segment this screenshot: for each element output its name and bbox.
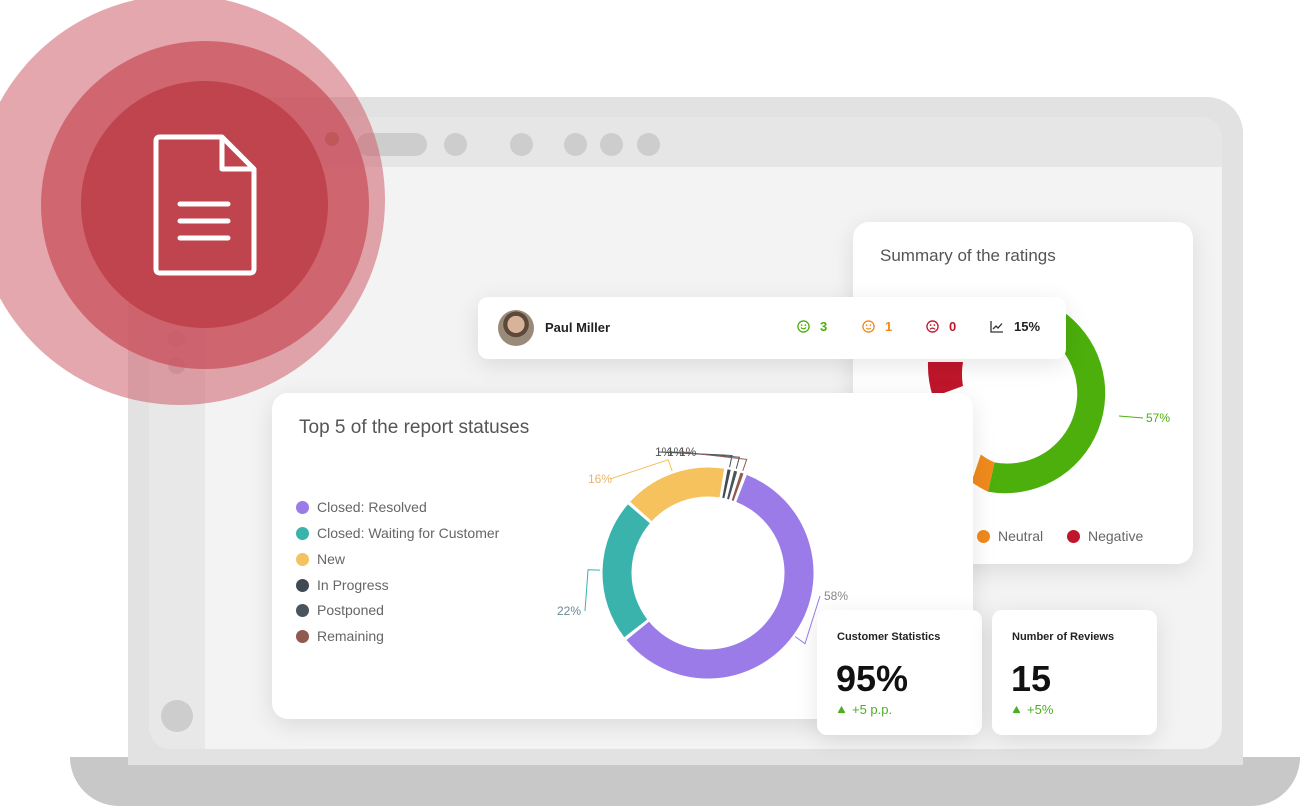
positive-metric: 3 bbox=[797, 319, 827, 334]
ratings-title: Summary of the ratings bbox=[880, 246, 1056, 265]
stat-delta: +5 p.p. bbox=[837, 702, 892, 717]
positive-count: 3 bbox=[820, 319, 828, 334]
statuses-title: Top 5 of the report statuses bbox=[299, 417, 530, 438]
up-arrow-icon bbox=[837, 705, 846, 714]
donut-label-1: 22% bbox=[557, 604, 581, 618]
up-arrow-icon bbox=[1012, 705, 1021, 714]
legend-label: In Progress bbox=[317, 577, 389, 593]
trend-chart-icon bbox=[990, 321, 1003, 333]
donut-label-0: 58% bbox=[824, 589, 848, 603]
donut-slice-5[interactable] bbox=[730, 471, 745, 503]
legend-dot bbox=[296, 526, 309, 540]
stat-delta-text: +5 p.p. bbox=[852, 702, 893, 717]
legend-item-closed-resolved[interactable]: Closed: Resolved bbox=[296, 497, 427, 517]
donut-label-5: 1% bbox=[679, 445, 697, 459]
window-dot-icon[interactable] bbox=[564, 133, 587, 156]
legend-dot bbox=[296, 578, 309, 592]
window-dot-icon[interactable] bbox=[444, 133, 467, 156]
neutral-count: 1 bbox=[885, 319, 893, 334]
donut-leader-2 bbox=[609, 459, 673, 480]
window-dot-icon[interactable] bbox=[637, 133, 660, 156]
number-of-reviews-card: Number of Reviews 15 +5% bbox=[992, 610, 1157, 735]
donut-label-3: 1% bbox=[655, 445, 673, 459]
user-rating-row[interactable]: Paul Miller 3 1 0 15% bbox=[478, 297, 1066, 359]
legend-dot bbox=[296, 500, 309, 514]
smile-icon bbox=[797, 320, 810, 333]
legend-item-negative[interactable]: Negative bbox=[1067, 526, 1143, 546]
document-icon bbox=[153, 134, 257, 276]
donut-slice-1[interactable] bbox=[601, 502, 652, 639]
legend-label: Neutral bbox=[998, 528, 1044, 544]
negative-slice bbox=[927, 362, 963, 397]
neutral-metric: 1 bbox=[862, 319, 892, 334]
legend-item-closed-waiting[interactable]: Closed: Waiting for Customer bbox=[296, 523, 499, 543]
legend-label: Closed: Resolved bbox=[317, 499, 427, 515]
stat-label: Customer Statistics bbox=[837, 631, 941, 643]
positive-slice bbox=[988, 309, 1106, 494]
donut-slice-0[interactable] bbox=[625, 473, 815, 680]
legend-item-remaining[interactable]: Remaining bbox=[296, 626, 384, 646]
avatar bbox=[498, 310, 534, 346]
customer-statistics-card: Customer Statistics 95% +5 p.p. bbox=[817, 610, 982, 735]
legend-dot-neutral bbox=[977, 529, 990, 543]
donut-leader-5 bbox=[682, 451, 748, 471]
legend-label: Remaining bbox=[317, 628, 384, 644]
donut-leader-0 bbox=[794, 595, 821, 645]
donut-label-2: 16% bbox=[588, 472, 612, 486]
legend-item-neutral[interactable]: Neutral bbox=[977, 526, 1043, 546]
stat-label: Number of Reviews bbox=[1012, 631, 1115, 643]
negative-count: 0 bbox=[949, 319, 957, 334]
trend-value: 15% bbox=[1014, 319, 1041, 334]
legend-dot-negative bbox=[1067, 529, 1080, 543]
window-dot-icon[interactable] bbox=[600, 133, 623, 156]
window-dot-icon[interactable] bbox=[510, 133, 533, 156]
user-name: Paul Miller bbox=[545, 320, 611, 335]
legend-label: New bbox=[317, 551, 346, 567]
donut-leader-1 bbox=[584, 569, 601, 612]
sidebar-avatar-placeholder[interactable] bbox=[161, 700, 193, 732]
negative-metric: 0 bbox=[926, 319, 956, 334]
legend-label: Closed: Waiting for Customer bbox=[317, 525, 500, 541]
donut-slice-4[interactable] bbox=[725, 469, 739, 501]
donut-slice-2[interactable] bbox=[628, 466, 726, 523]
ratings-donut-chart: 57% bbox=[927, 309, 1170, 494]
donut-slice-3[interactable] bbox=[721, 468, 732, 500]
neutral-slice bbox=[971, 454, 995, 492]
neutral-face-icon bbox=[862, 320, 875, 333]
legend-item-postponed[interactable]: Postponed bbox=[296, 600, 384, 620]
legend-item-in-progress[interactable]: In Progress bbox=[296, 575, 389, 595]
positive-leader-line bbox=[1118, 415, 1144, 419]
legend-dot bbox=[296, 629, 309, 643]
legend-label: Negative bbox=[1088, 528, 1144, 544]
laptop-base bbox=[70, 757, 1300, 806]
stat-delta-text: +5% bbox=[1027, 702, 1054, 717]
trend-metric: 15% bbox=[990, 319, 1040, 334]
stat-value: 95% bbox=[836, 658, 909, 699]
positive-label: 57% bbox=[1146, 411, 1170, 425]
legend-dot bbox=[296, 603, 309, 617]
legend-item-new[interactable]: New bbox=[296, 549, 345, 569]
status-donut-chart: 58%22%16%1%1%1% bbox=[557, 445, 848, 680]
sad-face-icon bbox=[926, 320, 939, 333]
stat-delta: +5% bbox=[1012, 702, 1053, 717]
stat-value: 15 bbox=[1011, 658, 1052, 699]
legend-label: Postponed bbox=[317, 602, 384, 618]
legend-dot bbox=[296, 552, 309, 566]
donut-label-4: 1% bbox=[667, 445, 685, 459]
